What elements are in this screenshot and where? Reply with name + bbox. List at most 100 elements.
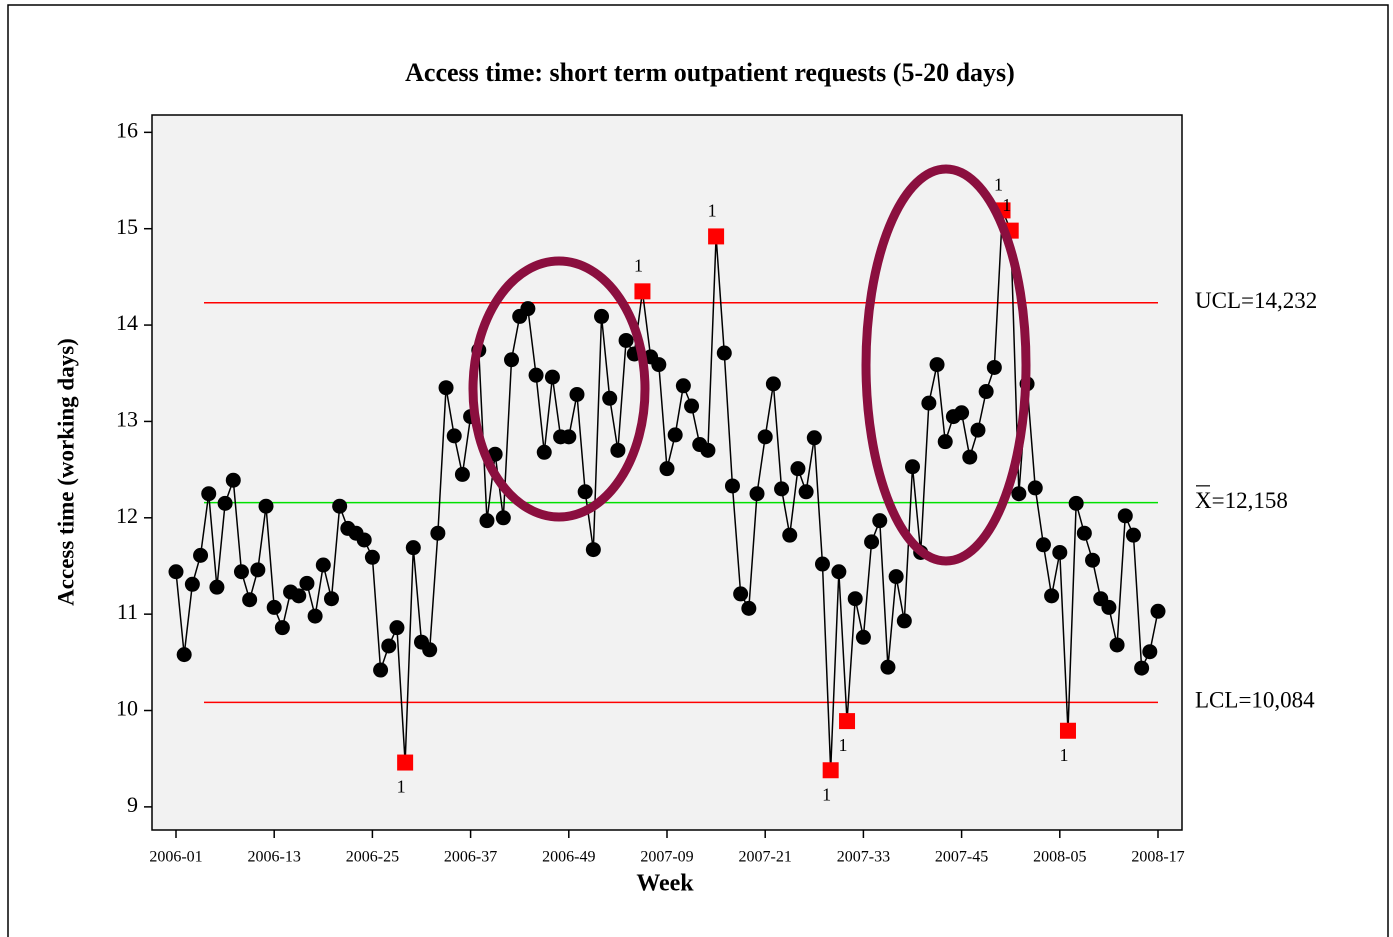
data-point bbox=[520, 301, 536, 317]
x-tick-label: 2008-05 bbox=[1033, 849, 1086, 866]
control-limit-label: LCL=10,084 bbox=[1195, 688, 1315, 713]
chart-title: Access time: short term outpatient reque… bbox=[405, 58, 1015, 87]
data-point bbox=[880, 659, 896, 675]
data-point bbox=[896, 613, 912, 629]
data-point bbox=[504, 352, 520, 368]
x-tick-label: 2006-49 bbox=[542, 849, 595, 866]
data-point bbox=[929, 357, 945, 373]
data-point bbox=[315, 557, 331, 573]
data-point bbox=[1142, 644, 1158, 660]
data-point bbox=[266, 599, 282, 615]
data-point bbox=[864, 534, 880, 550]
control-limit-label: X=12,158 bbox=[1195, 488, 1288, 513]
data-point bbox=[454, 466, 470, 482]
data-point bbox=[184, 576, 200, 592]
data-point bbox=[569, 386, 585, 402]
data-point bbox=[201, 486, 217, 502]
signal-label: 1 bbox=[1059, 745, 1068, 765]
data-point bbox=[405, 540, 421, 556]
data-point bbox=[806, 430, 822, 446]
data-point bbox=[332, 498, 348, 514]
signal-point bbox=[822, 762, 839, 779]
data-point bbox=[1044, 588, 1060, 604]
data-point bbox=[168, 564, 184, 580]
data-point bbox=[446, 428, 462, 444]
signal-label: 1 bbox=[708, 201, 717, 221]
data-point bbox=[1150, 603, 1166, 619]
x-tick-label: 2006-25 bbox=[346, 849, 399, 866]
y-tick-label: 10 bbox=[116, 696, 138, 721]
x-axis-label: Week bbox=[636, 871, 694, 897]
signal-label: 1 bbox=[839, 735, 848, 755]
data-point bbox=[602, 390, 618, 406]
data-point bbox=[1011, 486, 1027, 502]
data-point bbox=[700, 442, 716, 458]
x-tick-label: 2007-33 bbox=[837, 849, 890, 866]
data-point bbox=[790, 461, 806, 477]
highlight-ellipse bbox=[861, 164, 1031, 566]
data-point bbox=[430, 525, 446, 541]
data-point bbox=[651, 357, 667, 373]
data-point bbox=[888, 569, 904, 585]
y-axis-label: Access time (working days) bbox=[53, 338, 78, 606]
data-point bbox=[495, 510, 511, 526]
y-tick-label: 12 bbox=[116, 503, 138, 528]
data-point bbox=[209, 579, 225, 595]
x-tick-label: 2006-13 bbox=[248, 849, 301, 866]
signal-point bbox=[708, 228, 725, 245]
data-point bbox=[1052, 544, 1068, 560]
data-point bbox=[970, 422, 986, 438]
signal-point bbox=[397, 754, 414, 771]
data-point bbox=[1134, 660, 1150, 676]
signal-point bbox=[1059, 722, 1076, 739]
data-point bbox=[847, 591, 863, 607]
signal-point bbox=[634, 283, 651, 300]
signal-point bbox=[839, 713, 856, 730]
data-point bbox=[577, 484, 593, 500]
x-tick-label: 2006-37 bbox=[444, 849, 497, 866]
x-tick-label: 2007-09 bbox=[640, 849, 693, 866]
data-point bbox=[921, 395, 937, 411]
data-point bbox=[1068, 495, 1084, 511]
data-point bbox=[258, 498, 274, 514]
data-point bbox=[1035, 537, 1051, 553]
data-point bbox=[594, 308, 610, 324]
data-point bbox=[291, 588, 307, 604]
signal-label: 1 bbox=[634, 255, 643, 275]
data-point bbox=[831, 564, 847, 580]
data-point bbox=[1085, 552, 1101, 568]
data-point bbox=[233, 564, 249, 580]
x-tick-label: 2007-21 bbox=[739, 849, 792, 866]
data-point bbox=[716, 345, 732, 361]
data-point bbox=[618, 332, 634, 348]
data-point bbox=[659, 461, 675, 477]
data-point bbox=[217, 495, 233, 511]
data-point bbox=[675, 378, 691, 394]
data-point bbox=[356, 532, 372, 548]
data-point bbox=[536, 444, 552, 460]
control-limit-label: UCL=14,232 bbox=[1195, 288, 1317, 313]
data-point bbox=[528, 367, 544, 383]
data-point bbox=[585, 542, 601, 558]
data-point bbox=[782, 527, 798, 543]
data-point bbox=[798, 484, 814, 500]
data-point bbox=[389, 620, 405, 636]
data-point bbox=[610, 442, 626, 458]
data-point bbox=[814, 556, 830, 572]
data-point bbox=[274, 620, 290, 636]
data-point bbox=[438, 380, 454, 396]
data-point bbox=[1125, 527, 1141, 543]
y-tick-label: 11 bbox=[117, 599, 138, 624]
data-point bbox=[741, 600, 757, 616]
data-point bbox=[364, 549, 380, 565]
data-point bbox=[176, 647, 192, 663]
data-point bbox=[905, 459, 920, 475]
data-point bbox=[544, 369, 560, 385]
data-point bbox=[954, 405, 970, 421]
data-point bbox=[193, 547, 209, 563]
x-tick-label: 2007-45 bbox=[935, 849, 988, 866]
data-point bbox=[757, 429, 773, 445]
data-point bbox=[381, 638, 397, 654]
